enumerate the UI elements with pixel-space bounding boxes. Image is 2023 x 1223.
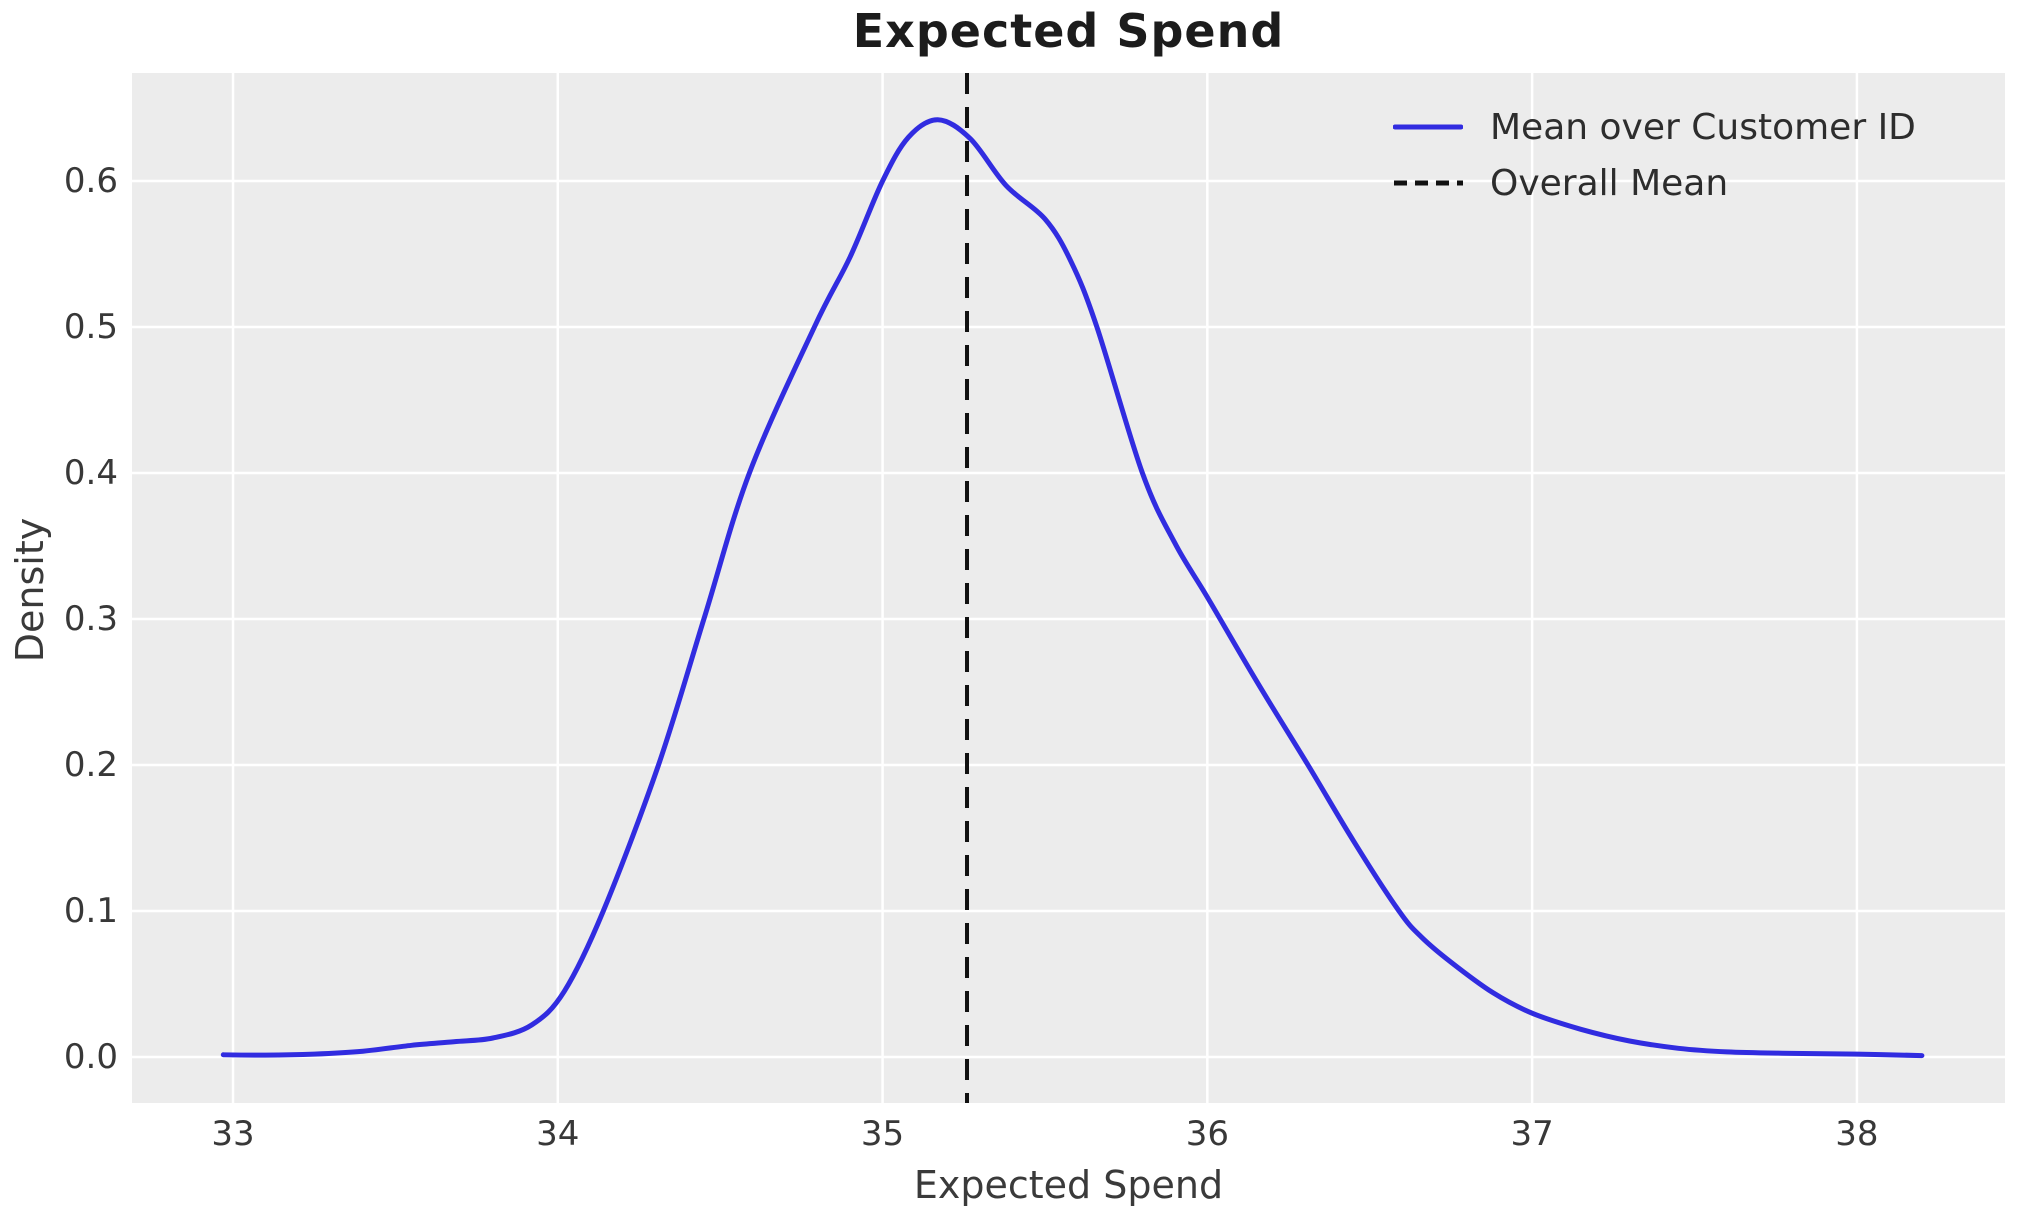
y-tick-label: 0.5 — [63, 307, 118, 348]
x-tick-label: 36 — [1185, 1114, 1229, 1154]
legend-line-solid-swatch — [1393, 124, 1463, 130]
y-axis-label: Density — [8, 517, 52, 663]
y-tick-label: 0.3 — [63, 599, 118, 640]
y-tick-label: 0.6 — [63, 161, 118, 202]
x-tick-label: 38 — [1835, 1114, 1879, 1154]
x-tick-label: 35 — [860, 1114, 905, 1154]
legend-entry-overall-mean: Overall Mean — [1393, 155, 1916, 211]
legend-entry-mean: Mean over Customer ID — [1393, 99, 1916, 155]
legend-label-overall-mean: Overall Mean — [1490, 162, 1729, 204]
y-tick-label: 0.1 — [63, 891, 118, 931]
y-tick-label: 0.4 — [63, 453, 118, 494]
x-tick-label: 37 — [1510, 1114, 1554, 1154]
legend-line-dashed-swatch — [1394, 180, 1463, 186]
legend: Mean over Customer ID Overall Mean — [1393, 99, 1916, 211]
x-axis-label: Expected Spend — [913, 1163, 1224, 1207]
x-tick-label: 33 — [211, 1114, 255, 1154]
y-tick-label: 0.2 — [63, 745, 118, 786]
plot-area — [132, 73, 2005, 1103]
density-curve — [220, 117, 1925, 1059]
y-tick-label: 0.0 — [63, 1037, 118, 1077]
x-tick-label: 34 — [536, 1114, 580, 1154]
chart-title: Expected Spend — [852, 4, 1285, 58]
legend-label-mean-over-customer-id: Mean over Customer ID — [1490, 106, 1916, 148]
